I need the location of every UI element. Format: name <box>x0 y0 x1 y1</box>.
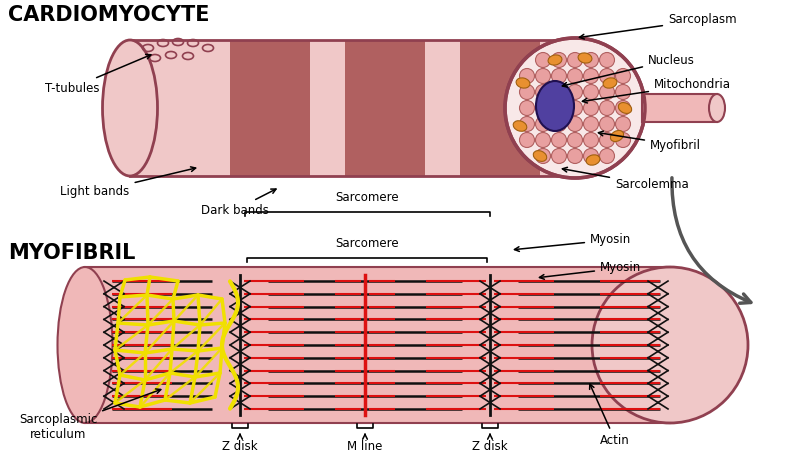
Circle shape <box>583 68 598 84</box>
Circle shape <box>567 52 582 67</box>
Circle shape <box>551 133 566 147</box>
Circle shape <box>519 117 534 131</box>
Circle shape <box>615 68 630 84</box>
Circle shape <box>519 68 534 84</box>
Circle shape <box>583 117 598 131</box>
Circle shape <box>583 84 598 100</box>
Polygon shape <box>345 40 425 176</box>
Circle shape <box>567 133 582 147</box>
Circle shape <box>567 68 582 84</box>
Circle shape <box>599 133 614 147</box>
Circle shape <box>583 149 598 163</box>
Circle shape <box>615 133 630 147</box>
Circle shape <box>599 117 614 131</box>
Text: Sarcoplasm: Sarcoplasm <box>579 13 737 39</box>
Circle shape <box>599 84 614 100</box>
Ellipse shape <box>578 53 592 63</box>
Circle shape <box>535 149 550 163</box>
Circle shape <box>535 68 550 84</box>
Ellipse shape <box>549 55 562 66</box>
Circle shape <box>535 133 550 147</box>
Polygon shape <box>460 40 540 176</box>
Circle shape <box>615 117 630 131</box>
Circle shape <box>615 84 630 100</box>
Text: MYOFIBRIL: MYOFIBRIL <box>8 243 135 263</box>
Polygon shape <box>230 40 310 176</box>
Ellipse shape <box>516 78 530 89</box>
Ellipse shape <box>533 151 547 161</box>
Text: Sarcomere: Sarcomere <box>335 237 399 250</box>
Circle shape <box>519 133 534 147</box>
Ellipse shape <box>586 155 600 165</box>
Circle shape <box>567 101 582 116</box>
Text: Dark bands: Dark bands <box>201 189 276 217</box>
Circle shape <box>551 84 566 100</box>
Polygon shape <box>85 267 670 423</box>
Circle shape <box>519 84 534 100</box>
Circle shape <box>505 38 645 178</box>
Ellipse shape <box>603 78 617 88</box>
Text: Actin: Actin <box>590 384 630 447</box>
Ellipse shape <box>618 103 632 113</box>
Text: Sarcoplasmic
reticulum: Sarcoplasmic reticulum <box>19 389 161 441</box>
Ellipse shape <box>536 81 574 131</box>
Text: M line: M line <box>347 434 382 453</box>
Text: Light bands: Light bands <box>60 167 196 198</box>
Text: Myosin: Myosin <box>539 262 642 279</box>
Circle shape <box>599 101 614 116</box>
Text: CARDIOMYOCYTE: CARDIOMYOCYTE <box>8 5 210 25</box>
Circle shape <box>567 117 582 131</box>
Circle shape <box>551 52 566 67</box>
Circle shape <box>583 52 598 67</box>
Text: Myosin: Myosin <box>514 234 631 252</box>
Circle shape <box>551 68 566 84</box>
Circle shape <box>567 84 582 100</box>
Circle shape <box>535 101 550 116</box>
Text: Sarcolemma: Sarcolemma <box>562 168 689 191</box>
Ellipse shape <box>102 40 158 176</box>
Circle shape <box>535 84 550 100</box>
Ellipse shape <box>58 267 113 423</box>
Ellipse shape <box>709 94 725 122</box>
Circle shape <box>599 68 614 84</box>
Circle shape <box>567 149 582 163</box>
Circle shape <box>615 101 630 116</box>
Circle shape <box>519 101 534 116</box>
Circle shape <box>535 52 550 67</box>
Text: Z disk: Z disk <box>472 434 508 453</box>
Ellipse shape <box>610 131 624 141</box>
Circle shape <box>583 133 598 147</box>
Circle shape <box>592 267 748 423</box>
Text: T-tubules: T-tubules <box>45 55 151 95</box>
Circle shape <box>551 101 566 116</box>
Polygon shape <box>130 40 575 176</box>
Text: Sarcomere: Sarcomere <box>336 191 399 204</box>
Text: Myofibril: Myofibril <box>598 131 701 151</box>
Polygon shape <box>642 94 717 122</box>
Circle shape <box>551 117 566 131</box>
Text: Mitochondria: Mitochondria <box>582 78 731 103</box>
Circle shape <box>551 149 566 163</box>
Text: Z disk: Z disk <box>222 434 258 453</box>
Ellipse shape <box>513 121 527 131</box>
Circle shape <box>599 149 614 163</box>
Circle shape <box>599 52 614 67</box>
Circle shape <box>583 101 598 116</box>
Circle shape <box>535 117 550 131</box>
Text: Nucleus: Nucleus <box>562 54 695 87</box>
